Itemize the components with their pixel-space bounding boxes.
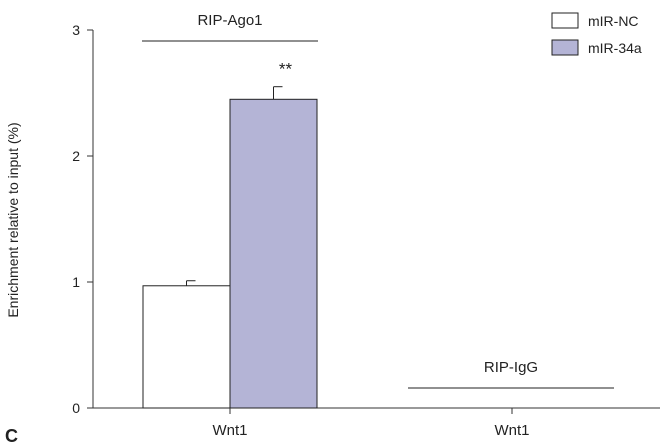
legend-label: mIR-NC [588,13,639,29]
significance-label: ** [279,60,293,79]
y-tick-label: 3 [72,22,80,38]
x-tick-label: Wnt1 [212,422,247,439]
bars: ** [142,60,318,409]
bar-mIR-34a-0 [229,98,318,409]
legend-swatch [551,39,579,56]
group-label: RIP-IgG [484,359,538,376]
group-label: RIP-Ago1 [197,12,262,29]
y-tick-label: 1 [72,274,80,290]
legend-label: mIR-34a [588,40,642,56]
legend-swatch [551,12,579,29]
panel-label: C [5,426,18,445]
bar-mIR-NC-0 [142,285,231,409]
y-axis-label: Enrichment relative to input (%) [5,122,21,317]
x-tick-label: Wnt1 [494,422,529,439]
y-tick-label: 0 [72,400,80,416]
group-brackets: RIP-Ago1 RIP-IgG [142,12,614,389]
legend: mIR-NC mIR-34a [551,12,642,56]
y-tick-label: 2 [72,148,80,164]
